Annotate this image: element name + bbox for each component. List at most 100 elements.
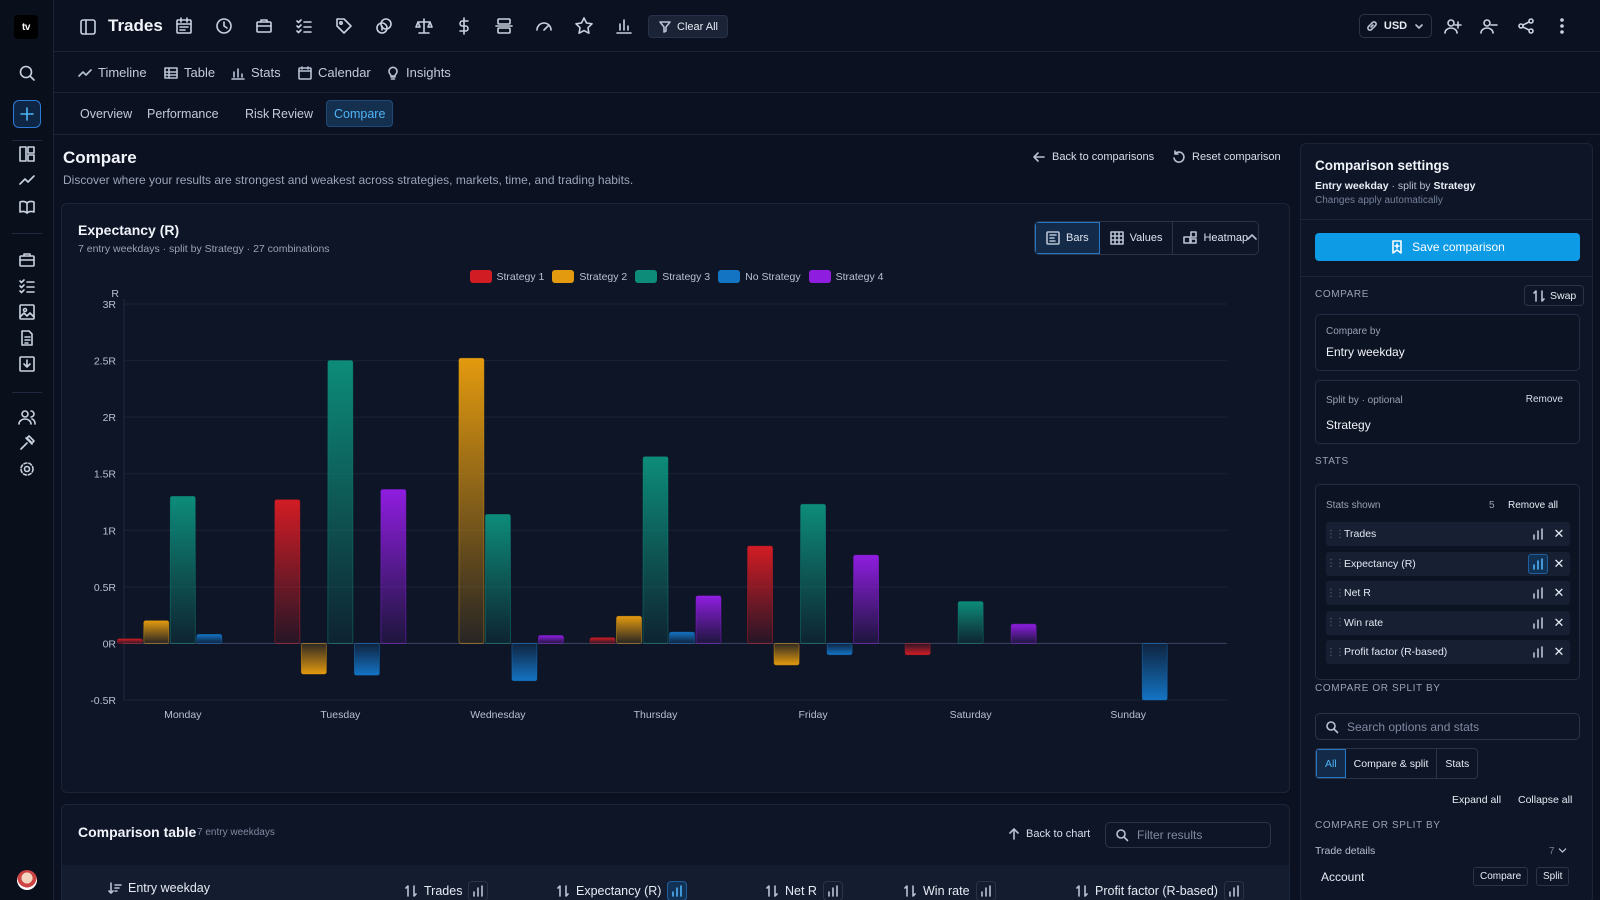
clock-icon[interactable] xyxy=(214,16,234,36)
tools-icon[interactable] xyxy=(17,433,37,453)
stat-row[interactable]: ⋮⋮ Trades ✕ xyxy=(1326,522,1570,546)
bar-friday-strategy-2[interactable] xyxy=(773,643,800,666)
swap-button[interactable]: Swap xyxy=(1524,285,1585,306)
back-to-chart-button[interactable]: Back to chart xyxy=(1007,827,1090,841)
chart-stat-button[interactable] xyxy=(975,881,996,900)
chart-stat-button[interactable] xyxy=(822,881,843,900)
column-profit-factor[interactable]: Profit factor (R-based) xyxy=(1075,881,1244,900)
stat-row[interactable]: ⋮⋮ Win rate ✕ xyxy=(1326,610,1570,635)
bar-thursday-no-strategy[interactable] xyxy=(669,631,695,644)
bar-friday-no-strategy[interactable] xyxy=(826,643,853,656)
add-user-icon[interactable] xyxy=(1443,16,1463,39)
column-net-r[interactable]: Net R xyxy=(765,881,843,900)
remove-stat-icon[interactable]: ✕ xyxy=(1553,644,1565,659)
compare-by-field[interactable]: Compare by Entry weekday xyxy=(1315,314,1580,371)
filter-results-input[interactable]: Filter results xyxy=(1105,822,1271,848)
trade-details-group[interactable]: Trade details xyxy=(1315,845,1376,857)
filter-stats-button[interactable]: Stats xyxy=(1445,757,1470,770)
tab-review[interactable]: Review xyxy=(272,106,313,121)
column-trades[interactable]: Trades xyxy=(404,881,489,900)
legend-item[interactable]: Strategy 4 xyxy=(808,270,883,283)
view-heatmap-button[interactable]: Heatmap xyxy=(1173,222,1258,254)
checklist-icon[interactable] xyxy=(17,276,37,296)
checklist-icon[interactable] xyxy=(294,16,314,36)
app-logo[interactable]: tv xyxy=(14,15,38,39)
stat-row[interactable]: ⋮⋮ Net R ✕ xyxy=(1326,581,1570,605)
import-icon[interactable] xyxy=(17,354,37,374)
image-icon[interactable] xyxy=(17,302,37,322)
clear-all-button[interactable]: Clear All xyxy=(648,15,728,38)
reset-comparison-button[interactable]: Reset comparison xyxy=(1172,150,1281,164)
tab-overview[interactable]: Overview xyxy=(80,106,133,121)
account-split-button[interactable]: Split xyxy=(1536,867,1570,886)
bar-wednesday-strategy-2[interactable] xyxy=(458,357,485,644)
remove-stat-icon[interactable]: ✕ xyxy=(1553,614,1565,630)
chart-stat-button[interactable] xyxy=(468,881,489,900)
tab-insights[interactable]: Insights xyxy=(386,65,451,80)
bar-wednesday-strategy-3[interactable] xyxy=(485,514,511,644)
remove-split-button[interactable]: Remove xyxy=(1525,394,1563,405)
scale-icon[interactable] xyxy=(414,16,434,36)
tag-icon[interactable] xyxy=(334,16,354,36)
bar-sunday-no-strategy[interactable] xyxy=(1141,643,1168,701)
bar-friday-strategy-4[interactable] xyxy=(853,554,879,644)
bar-saturday-strategy-3[interactable] xyxy=(957,601,984,644)
back-to-comparisons-button[interactable]: Back to comparisons xyxy=(1032,150,1154,164)
tab-stats[interactable]: Stats xyxy=(231,65,281,80)
share-icon[interactable] xyxy=(1516,16,1536,39)
column-entry-weekday[interactable]: Entry weekday xyxy=(108,881,210,895)
expand-all-button[interactable]: Expand all xyxy=(1452,794,1502,806)
bar-monday-strategy-1[interactable] xyxy=(116,638,143,644)
chart-stat-button[interactable] xyxy=(667,881,688,900)
bar-thursday-strategy-4[interactable] xyxy=(695,595,722,644)
split-by-field[interactable]: Split by · optional Remove Strategy xyxy=(1315,380,1580,444)
tab-timeline[interactable]: Timeline xyxy=(78,65,147,80)
bar-tuesday-no-strategy[interactable] xyxy=(353,643,380,676)
collapse-all-button[interactable]: Collapse all xyxy=(1518,794,1573,806)
bar-tuesday-strategy-1[interactable] xyxy=(274,499,301,644)
chart-stat-button[interactable] xyxy=(1223,881,1244,900)
panel-toggle-icon[interactable] xyxy=(78,17,98,40)
bar-friday-strategy-1[interactable] xyxy=(747,545,773,644)
remove-stat-icon[interactable]: ✕ xyxy=(1553,526,1565,541)
legend-item[interactable]: No Strategy xyxy=(718,270,801,283)
gear-icon[interactable] xyxy=(17,459,37,479)
chart-stat-toggle-icon[interactable] xyxy=(1528,642,1548,662)
drag-handle-icon[interactable]: ⋮⋮ xyxy=(1326,646,1345,658)
legend-item[interactable]: Strategy 1 xyxy=(469,270,544,283)
column-win-rate[interactable]: Win rate xyxy=(903,881,996,900)
dashboard-icon[interactable] xyxy=(17,144,37,164)
remove-stat-icon[interactable]: ✕ xyxy=(1553,555,1565,571)
view-values-button[interactable]: Values xyxy=(1100,222,1174,254)
users-icon[interactable] xyxy=(17,407,37,427)
chevron-down-icon[interactable] xyxy=(1557,845,1568,856)
bar-tuesday-strategy-2[interactable] xyxy=(300,643,327,675)
chart-stat-toggle-icon[interactable] xyxy=(1528,583,1548,603)
bar-wednesday-strategy-4[interactable] xyxy=(538,635,564,644)
split-icon[interactable] xyxy=(494,16,514,36)
dollar-icon[interactable] xyxy=(454,16,474,36)
star-icon[interactable] xyxy=(574,16,594,36)
book-icon[interactable] xyxy=(17,197,37,217)
bar-saturday-strategy-4[interactable] xyxy=(1010,623,1037,644)
chart-stat-toggle-icon[interactable] xyxy=(1528,553,1548,574)
briefcase-icon[interactable] xyxy=(254,16,274,36)
document-icon[interactable] xyxy=(17,328,37,348)
stat-row[interactable]: ⋮⋮ Expectancy (R) ✕ xyxy=(1326,551,1570,576)
account-compare-button[interactable]: Compare xyxy=(1473,867,1529,886)
more-vertical-icon[interactable] xyxy=(1552,16,1572,39)
save-comparison-button[interactable]: Save comparison xyxy=(1315,233,1580,261)
search-options-input[interactable]: Search options and stats xyxy=(1315,713,1580,740)
drag-handle-icon[interactable]: ⋮⋮ xyxy=(1326,528,1345,540)
stat-row[interactable]: ⋮⋮ Profit factor (R-based) ✕ xyxy=(1326,640,1570,664)
add-button[interactable] xyxy=(13,100,41,128)
bar-tuesday-strategy-3[interactable] xyxy=(327,360,354,644)
legend-item[interactable]: Strategy 2 xyxy=(552,270,627,283)
remove-user-icon[interactable] xyxy=(1479,16,1499,39)
view-bars-button[interactable]: Bars xyxy=(1035,222,1100,254)
drag-handle-icon[interactable]: ⋮⋮ xyxy=(1326,587,1345,599)
bar-monday-no-strategy[interactable] xyxy=(196,633,223,644)
tab-table[interactable]: Table xyxy=(164,65,215,80)
tab-risk[interactable]: Risk xyxy=(245,106,270,121)
drag-handle-icon[interactable]: ⋮⋮ xyxy=(1326,617,1345,628)
